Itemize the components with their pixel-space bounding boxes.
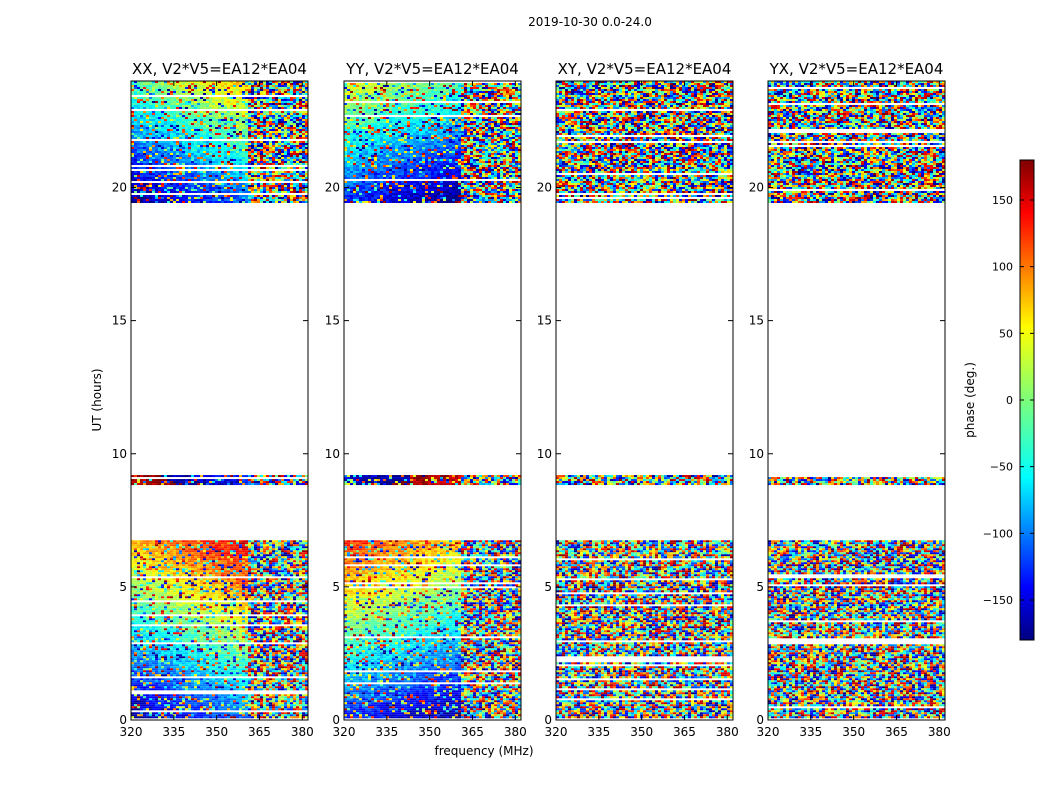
colorbar-tick-label: −150 (983, 594, 1013, 607)
panels-group: XX, V2*V5=EA12*EA04 320 335 350 365 380 0 5 10 15… (112, 60, 951, 739)
x-tick-label: 350 (842, 725, 865, 739)
plot-frame (343, 80, 522, 721)
y-tick-label: 15 (537, 314, 552, 328)
x-tick-label: 335 (162, 725, 185, 739)
y-axis-label: UT (hours) (90, 368, 104, 431)
data-block-2 (556, 81, 733, 203)
y-tick-label: 10 (325, 447, 340, 461)
panel-title: XX, V2*V5=EA12*EA04 (132, 60, 307, 78)
panel-title: XY, V2*V5=EA12*EA04 (558, 60, 732, 78)
colorbar-tick-label: −50 (990, 461, 1013, 474)
y-tick-label: 5 (544, 580, 552, 594)
colorbar-tick-label: 0 (1006, 394, 1013, 407)
data-block-0 (556, 540, 733, 719)
y-tick-label: 20 (325, 181, 340, 195)
x-tick-label: 380 (928, 725, 951, 739)
x-tick-label: 350 (418, 725, 441, 739)
x-tick-label: 380 (504, 725, 527, 739)
x-tick-label: 320 (333, 725, 356, 739)
x-tick-label: 320 (120, 725, 143, 739)
y-tick-label: 5 (332, 580, 340, 594)
figure-suptitle: 2019-10-30 0.0-24.0 (528, 15, 652, 29)
x-tick-label: 335 (799, 725, 822, 739)
panel-xy: XY, V2*V5=EA12*EA04 320 335 350 365 380 0 5 10 15… (537, 60, 739, 739)
x-tick-label: 335 (375, 725, 398, 739)
data-block-1 (131, 475, 308, 486)
x-tick-label: 365 (248, 725, 271, 739)
y-tick-label: 10 (749, 447, 764, 461)
y-tick-label: 10 (112, 447, 127, 461)
panel-title: YY, V2*V5=EA12*EA04 (345, 60, 519, 78)
y-tick-label: 5 (119, 580, 127, 594)
x-tick-label: 380 (716, 725, 739, 739)
y-tick-label: 20 (749, 181, 764, 195)
plot-frame (130, 80, 309, 721)
y-tick-label: 15 (112, 314, 127, 328)
data-block-1 (344, 475, 521, 486)
colorbar-tick-label: 50 (999, 327, 1013, 340)
data-block-0 (768, 540, 945, 719)
x-tick-label: 350 (205, 725, 228, 739)
colorbar: −150 −100 −50 0 50 100 150 phase (deg.) (963, 159, 1035, 641)
data-block-0 (344, 540, 521, 719)
data-block-1 (768, 477, 945, 486)
y-tick-label: 10 (537, 447, 552, 461)
panel-yx: YX, V2*V5=EA12*EA04 320 335 350 365 380 0 5 10 15… (749, 60, 951, 739)
panel-yy: YY, V2*V5=EA12*EA04 320 335 350 365 380 0 5 10 15… (325, 60, 527, 739)
x-tick-label: 335 (587, 725, 610, 739)
data-block-2 (131, 81, 308, 203)
colorbar-label: phase (deg.) (963, 362, 977, 438)
data-block-1 (556, 475, 733, 486)
x-tick-label: 320 (757, 725, 780, 739)
panel-title: YX, V2*V5=EA12*EA04 (769, 60, 944, 78)
colorbar-tick-label: 100 (992, 261, 1013, 274)
x-tick-label: 350 (630, 725, 653, 739)
y-tick-label: 0 (756, 713, 764, 727)
x-tick-label: 380 (291, 725, 314, 739)
y-tick-label: 15 (325, 314, 340, 328)
x-tick-label: 365 (885, 725, 908, 739)
x-axis-label: frequency (MHz) (434, 744, 533, 758)
y-tick-label: 0 (544, 713, 552, 727)
x-tick-label: 365 (461, 725, 484, 739)
colorbar-ticks: −150 −100 −50 0 50 100 150 (983, 194, 1034, 607)
y-tick-label: 0 (119, 713, 127, 727)
y-tick-label: 0 (332, 713, 340, 727)
y-tick-label: 5 (756, 580, 764, 594)
y-tick-label: 15 (749, 314, 764, 328)
panel-xx: XX, V2*V5=EA12*EA04 320 335 350 365 380 0 5 10 15… (112, 60, 314, 739)
x-tick-label: 320 (545, 725, 568, 739)
data-block-2 (768, 81, 945, 203)
data-block-0 (131, 540, 308, 719)
y-tick-label: 20 (112, 181, 127, 195)
colorbar-tick-label: −100 (983, 527, 1013, 540)
colorbar-tick-label: 150 (992, 194, 1013, 207)
plot-frame (767, 80, 946, 721)
data-block-2 (344, 83, 521, 203)
y-tick-label: 20 (537, 181, 552, 195)
plot-frame (555, 80, 734, 721)
x-tick-label: 365 (673, 725, 696, 739)
